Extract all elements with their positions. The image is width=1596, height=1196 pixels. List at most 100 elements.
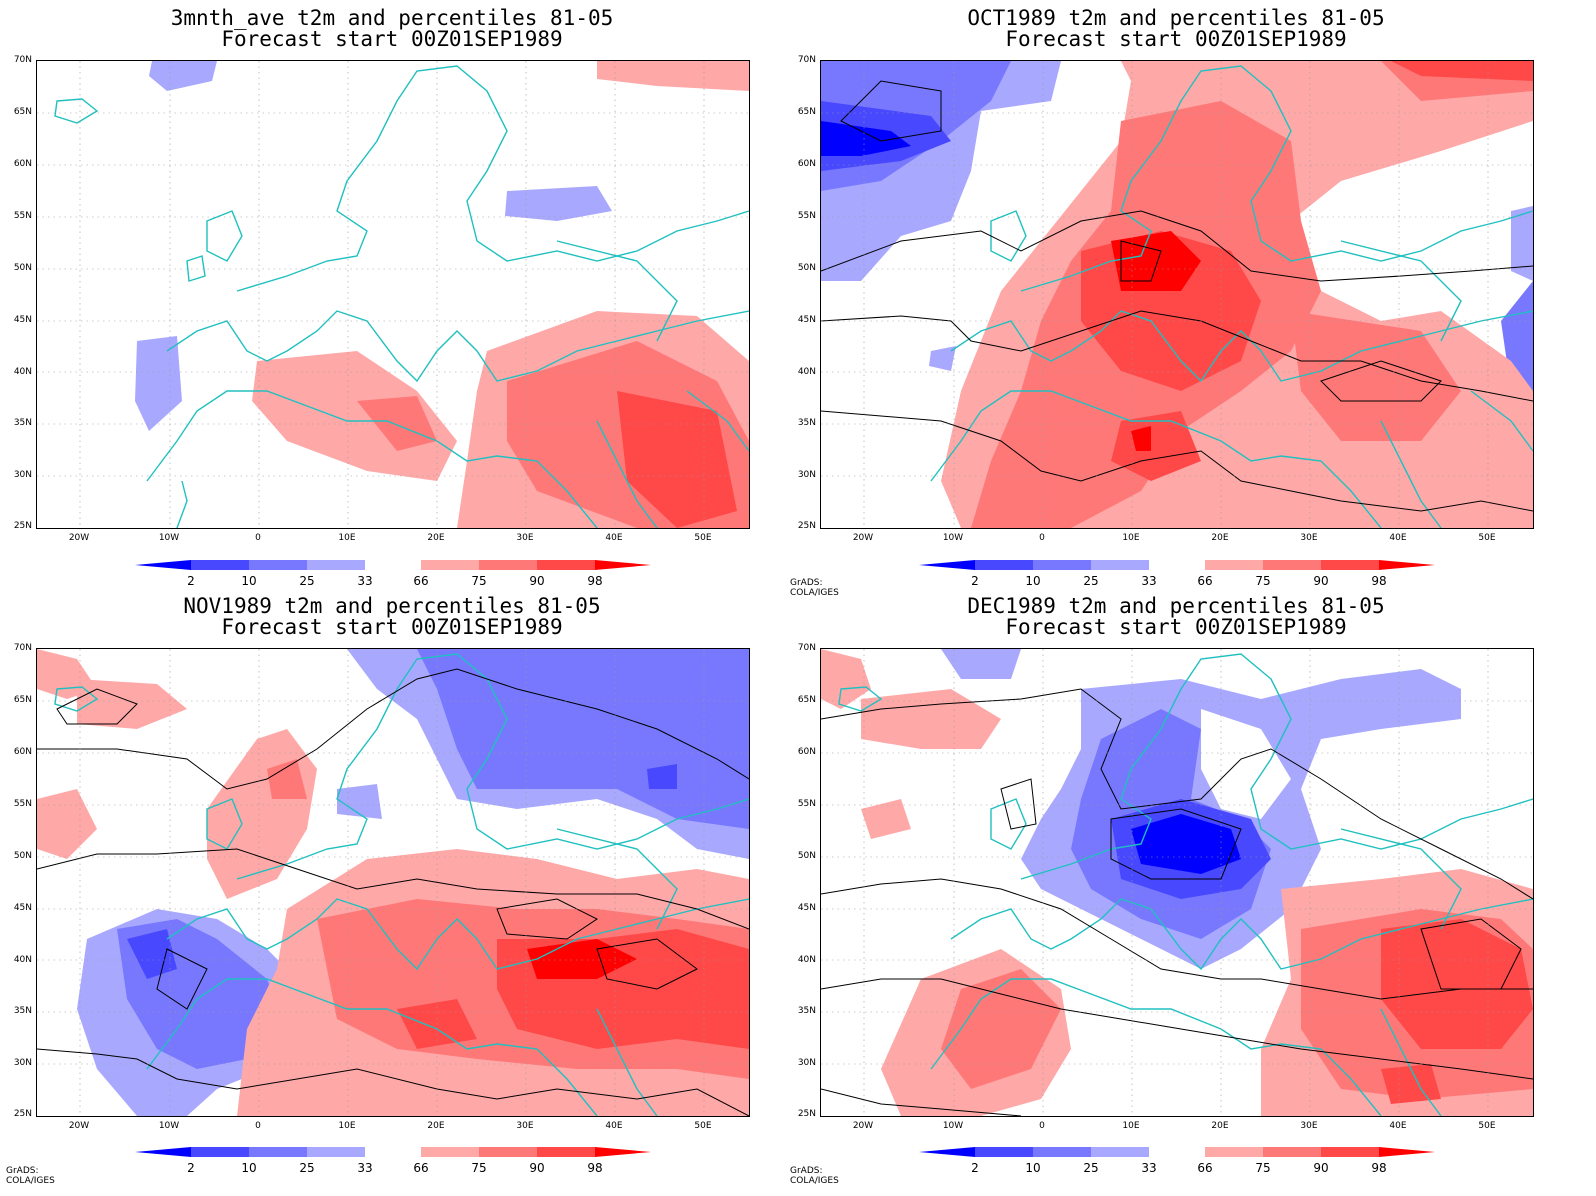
lat-label: 35N: [797, 1006, 816, 1016]
colorbar-label: 33: [357, 1161, 373, 1175]
colorbar-label: 10: [1025, 574, 1041, 588]
percentile-shading: [135, 61, 749, 528]
panel-title-line1: 3mnth_ave t2m and percentiles 81-05: [170, 6, 614, 30]
lat-label: 60N: [13, 747, 32, 757]
graticule: [821, 61, 1533, 528]
percentile-shading: [37, 649, 749, 1116]
panel-title-line1: NOV1989 t2m and percentiles 81-05: [183, 594, 601, 618]
colorbar-label: 10: [1025, 1161, 1041, 1175]
colorbar-label: 33: [357, 574, 373, 588]
colorbar-label: 2: [971, 1161, 979, 1175]
colorbar-label: 66: [1197, 1161, 1213, 1175]
colorbar-label: 25: [299, 574, 315, 588]
lon-label: 20W: [68, 533, 90, 543]
grads-credit: GrADS: COLA/IGES: [790, 578, 839, 598]
lon-label: 30E: [1300, 1121, 1318, 1131]
lat-label: 40N: [13, 367, 32, 377]
lat-label: 25N: [797, 521, 816, 531]
lat-label: 55N: [797, 799, 816, 809]
lat-label: 65N: [13, 107, 32, 117]
lat-label: 40N: [797, 367, 816, 377]
colorbar-label: 90: [529, 1161, 545, 1175]
lon-label: 40E: [605, 533, 623, 543]
lon-label: 20W: [852, 533, 874, 543]
lon-label: 50E: [1478, 1121, 1496, 1131]
map-oct1989: [820, 60, 1534, 529]
lat-label: 25N: [13, 1109, 32, 1119]
lat-label: 55N: [13, 799, 32, 809]
contour-lines: [821, 688, 1533, 1116]
lon-label: 10W: [942, 1121, 964, 1131]
lat-label: 50N: [797, 851, 816, 861]
lon-label: 20E: [427, 533, 445, 543]
lat-label: 30N: [797, 470, 816, 480]
lat-label: 30N: [797, 1058, 816, 1068]
colorbar-label: 75: [471, 1161, 487, 1175]
lon-label: 0: [255, 533, 261, 543]
colorbar-label: 90: [529, 574, 545, 588]
colorbar-label: 2: [187, 1161, 195, 1175]
lon-label: 10E: [1122, 533, 1140, 543]
lat-label: 45N: [797, 315, 816, 325]
map-canvas: [37, 649, 749, 1116]
lat-label: 50N: [13, 851, 32, 861]
lon-label: 20E: [1211, 1121, 1229, 1131]
colorbar-label: 75: [1255, 574, 1271, 588]
colorbar: [135, 1147, 651, 1157]
grads-credit: GrADS: COLA/IGES: [790, 1166, 839, 1186]
colorbar-label: 66: [413, 1161, 429, 1175]
lat-label: 40N: [13, 955, 32, 965]
lat-label: 60N: [797, 159, 816, 169]
lat-label: 25N: [13, 521, 32, 531]
lon-label: 30E: [516, 1121, 534, 1131]
lon-label: 0: [1039, 533, 1045, 543]
lat-label: 25N: [797, 1109, 816, 1119]
coastlines: [930, 65, 1533, 528]
lat-label: 30N: [13, 1058, 32, 1068]
coastlines: [54, 65, 749, 528]
lat-label: 45N: [797, 903, 816, 913]
lon-label: 30E: [1300, 533, 1318, 543]
graticule: [37, 649, 749, 1116]
lat-label: 35N: [13, 1006, 32, 1016]
percentile-shading: [821, 649, 1533, 1116]
lon-label: 10W: [158, 533, 180, 543]
lon-label: 50E: [694, 1121, 712, 1131]
panel-title-line1: OCT1989 t2m and percentiles 81-05: [967, 6, 1385, 30]
lon-label: 10W: [942, 533, 964, 543]
contour-lines: [37, 668, 749, 1116]
lon-label: 0: [1039, 1121, 1045, 1131]
percentile-shading: [821, 61, 1533, 528]
colorbar-label: 25: [299, 1161, 315, 1175]
map-canvas: [37, 61, 749, 528]
panel-title-line2: Forecast start 00Z01SEP1989: [1005, 27, 1347, 51]
lon-label: 20E: [1211, 533, 1229, 543]
lon-label: 50E: [694, 533, 712, 543]
colorbar-label: 10: [241, 574, 257, 588]
panel-title-line2: Forecast start 00Z01SEP1989: [221, 615, 563, 639]
lat-label: 70N: [13, 643, 32, 653]
lat-label: 70N: [13, 55, 32, 65]
lon-label: 10E: [1122, 1121, 1140, 1131]
contour-lines: [821, 80, 1533, 512]
lat-label: 45N: [13, 315, 32, 325]
colorbar: [919, 560, 1435, 570]
colorbar-label: 66: [1197, 574, 1213, 588]
lon-label: 20W: [852, 1121, 874, 1131]
coastlines: [54, 653, 749, 1116]
lon-label: 10E: [338, 1121, 356, 1131]
map-3month-average: [36, 60, 750, 529]
lon-label: 10E: [338, 533, 356, 543]
colorbar-label: 98: [587, 574, 603, 588]
lat-label: 60N: [797, 747, 816, 757]
colorbar-label: 2: [187, 574, 195, 588]
lon-label: 40E: [1389, 533, 1407, 543]
colorbar-label: 98: [1371, 574, 1387, 588]
lon-label: 40E: [605, 1121, 623, 1131]
panel-title-line2: Forecast start 00Z01SEP1989: [221, 27, 563, 51]
grads-credit: GrADS: COLA/IGES: [6, 1166, 55, 1186]
lon-label: 40E: [1389, 1121, 1407, 1131]
colorbar-label: 33: [1141, 1161, 1157, 1175]
lon-label: 30E: [516, 533, 534, 543]
colorbar-label: 98: [1371, 1161, 1387, 1175]
